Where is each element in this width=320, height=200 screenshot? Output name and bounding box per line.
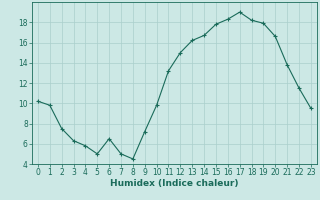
- X-axis label: Humidex (Indice chaleur): Humidex (Indice chaleur): [110, 179, 239, 188]
